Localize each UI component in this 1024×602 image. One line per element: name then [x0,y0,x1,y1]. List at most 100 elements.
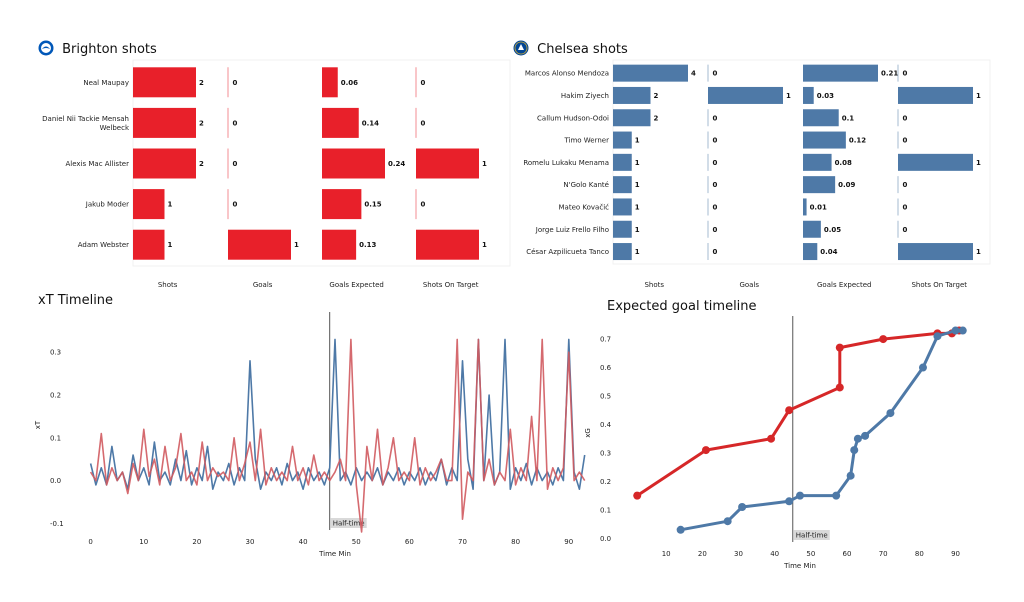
bar [898,243,973,261]
bar [416,148,479,179]
bar [613,243,632,261]
x-axis-label: Time Min [318,550,351,558]
bar [803,153,832,171]
bar-value: 1 [168,201,173,209]
bar [803,131,846,149]
x-tick-label: 90 [951,550,960,558]
bar-value: 1 [635,248,640,256]
x-tick-label: 10 [662,550,671,558]
y-tick-label: -0.1 [50,520,64,528]
bar [613,109,651,127]
player-label: Jorge Luiz Frello Filho [535,226,609,234]
y-tick-label: 0.0 [600,535,611,543]
player-label: Jakub Moder [85,201,129,209]
column-label: Goals [253,281,273,289]
bar [898,153,973,171]
y-tick-label: 0.0 [50,477,61,485]
bar-value: 0 [713,181,718,189]
x-tick-label: 50 [806,550,815,558]
series-point-chelsea [918,363,927,372]
y-tick-label: 0.2 [50,392,61,400]
bar-value: 2 [199,79,204,87]
bar-value: 0.14 [362,119,379,127]
chelsea-panel-title: Chelsea shots [513,40,628,57]
bar-value: 1 [168,241,173,249]
series-point-brighton [835,383,844,392]
column-label: Shots [644,281,664,289]
bar-value: 0 [713,137,718,145]
series-point-chelsea [723,517,732,526]
bar-value: 2 [654,92,659,100]
x-tick-label: 80 [915,550,924,558]
bar-value: 0.09 [838,181,855,189]
bar-value: 0.05 [824,226,841,234]
player-label: Timo Werner [563,137,609,145]
column-label: Goals Expected [817,281,871,289]
column-label: Goals [739,281,759,289]
bar-value: 2 [199,119,204,127]
bar [613,153,632,171]
bar-value: 0 [713,114,718,122]
series-line-brighton [636,329,960,497]
x-tick-label: 30 [734,550,743,558]
xt-timeline-title: xT Timeline [38,293,114,308]
x-tick-label: 40 [299,538,308,546]
y-axis-label: xG [584,428,592,438]
bar-value: 2 [654,114,659,122]
series-point-brighton [785,406,794,415]
chelsea-crest-icon [513,40,529,56]
bar-value: 1 [635,159,640,167]
bar [803,198,807,216]
column-label: Shots On Target [911,281,967,289]
brighton-panel-title: Brighton shots [38,40,157,57]
brighton-title-text: Brighton shots [62,42,157,57]
column-label: Shots On Target [423,281,479,289]
bar [133,107,196,138]
bar [133,67,196,98]
x-tick-label: 60 [843,550,852,558]
bar-value: 0 [233,160,238,168]
bar-value: 2 [199,160,204,168]
half-time-label-bg [793,530,830,540]
bar-value: 0 [421,201,426,209]
series-point-chelsea [853,434,862,443]
bar-value: 0.15 [364,201,381,209]
bar-value: 0 [903,114,908,122]
bar-value: 1 [976,92,981,100]
bar-value: 0.21 [881,70,898,78]
bar [803,64,878,82]
series-point-chelsea [886,409,895,418]
bar [613,64,688,82]
y-tick-label: 0.1 [600,506,611,514]
bar [613,220,632,238]
series-point-chelsea [850,446,859,455]
x-axis-label: Time Min [783,562,816,570]
x-tick-label: 70 [879,550,888,558]
x-tick-label: 60 [405,538,414,546]
bar [322,107,359,138]
bar [613,86,651,104]
bar-value: 0 [713,248,718,256]
bar [803,109,839,127]
series-point-chelsea [796,491,804,500]
bar-value: 0.12 [849,137,866,145]
half-time-label-bg [330,518,367,528]
series-line-chelsea [680,329,963,532]
y-tick-label: 0.1 [50,434,61,442]
bar-value: 4 [691,70,696,78]
bar-value: 0 [903,181,908,189]
x-tick-label: 80 [511,538,520,546]
y-axis-label: xT [34,420,42,429]
bar [803,243,818,261]
bar-value: 0 [713,203,718,211]
bar-value: 1 [294,241,299,249]
bar-value: 0.1 [842,114,855,122]
bar-value: 0 [903,226,908,234]
x-tick-label: 90 [564,538,573,546]
player-label: Adam Webster [78,241,129,249]
x-tick-label: 30 [246,538,255,546]
y-tick-label: 0.6 [600,364,612,372]
x-tick-label: 0 [88,538,92,546]
player-label: Callum Hudson-Odoi [537,114,609,122]
